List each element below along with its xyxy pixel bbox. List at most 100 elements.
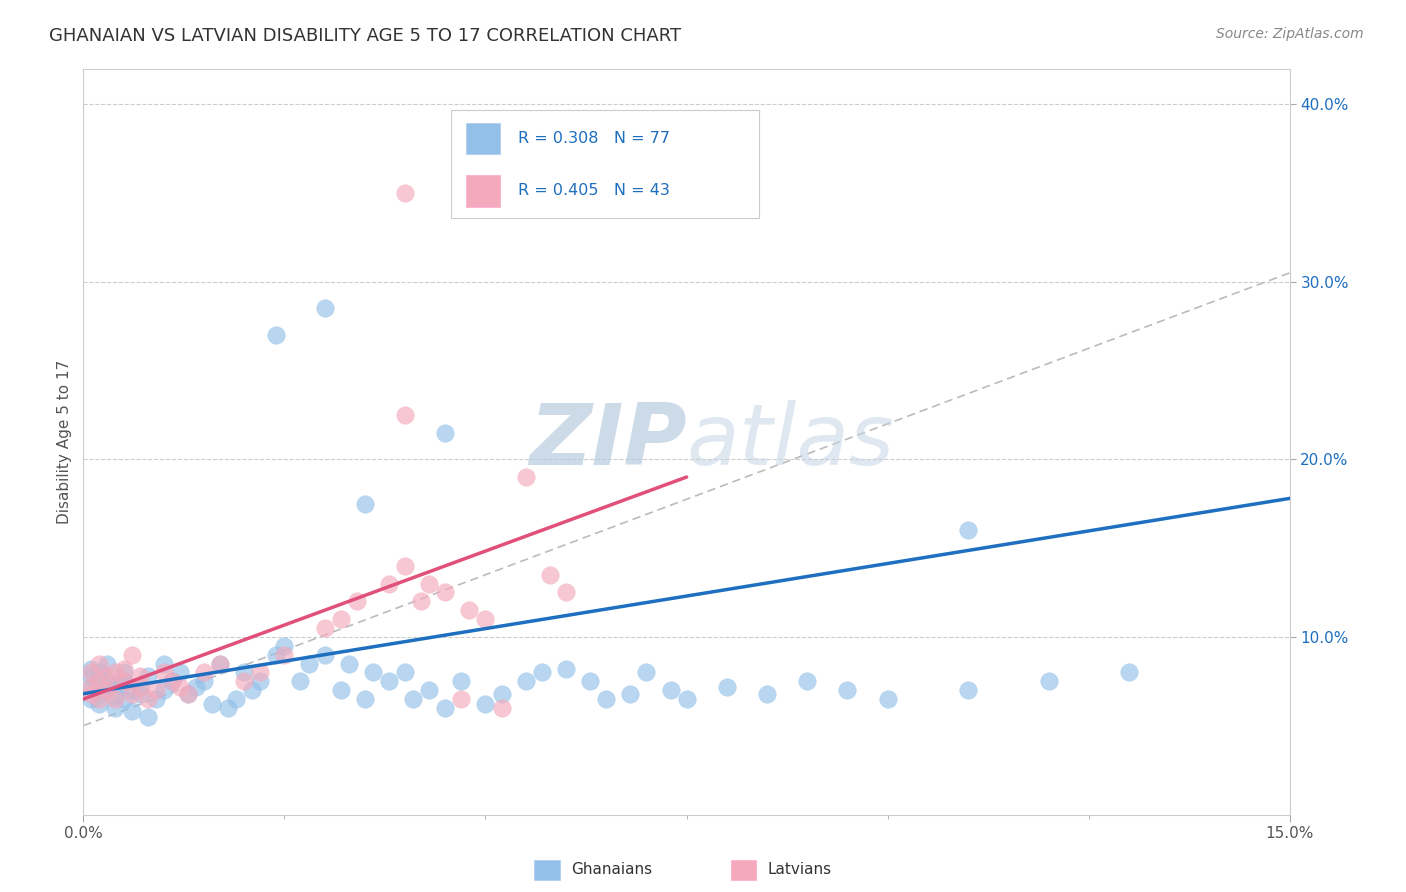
Point — [112, 692, 135, 706]
Point — [491, 687, 513, 701]
Text: R = 0.308   N = 77: R = 0.308 N = 77 — [517, 131, 669, 146]
Point — [184, 680, 207, 694]
Point — [209, 657, 232, 671]
Point — [96, 683, 118, 698]
Point — [104, 678, 127, 692]
Point — [458, 603, 481, 617]
Point — [434, 585, 457, 599]
Point — [555, 585, 578, 599]
Point — [329, 683, 352, 698]
Point — [128, 669, 150, 683]
Point — [80, 669, 103, 683]
Point — [538, 567, 561, 582]
Point — [177, 687, 200, 701]
Point — [136, 710, 159, 724]
Point — [128, 680, 150, 694]
Point — [579, 674, 602, 689]
Point — [273, 648, 295, 662]
Point — [89, 698, 111, 712]
Point — [80, 665, 103, 680]
Point — [80, 662, 103, 676]
Point — [80, 680, 103, 694]
Point — [418, 576, 440, 591]
Point — [353, 692, 375, 706]
Point — [266, 328, 288, 343]
Point — [112, 674, 135, 689]
Text: atlas: atlas — [686, 400, 894, 483]
Point — [675, 692, 697, 706]
Point — [169, 665, 191, 680]
Point — [716, 680, 738, 694]
Point — [193, 674, 215, 689]
Point — [121, 683, 143, 698]
Text: GHANAIAN VS LATVIAN DISABILITY AGE 5 TO 17 CORRELATION CHART: GHANAIAN VS LATVIAN DISABILITY AGE 5 TO … — [49, 27, 682, 45]
Point — [160, 674, 183, 689]
Point — [1118, 665, 1140, 680]
Point — [876, 692, 898, 706]
Point — [152, 683, 174, 698]
Point — [89, 692, 111, 706]
Point — [636, 665, 658, 680]
Point — [89, 674, 111, 689]
Point — [329, 612, 352, 626]
Point — [957, 683, 980, 698]
Point — [112, 674, 135, 689]
Point — [837, 683, 859, 698]
Point — [96, 669, 118, 683]
Point — [80, 692, 103, 706]
Point — [796, 674, 818, 689]
Point — [145, 683, 167, 698]
Point — [337, 657, 360, 671]
Point — [394, 186, 416, 200]
Point — [394, 558, 416, 573]
Point — [128, 680, 150, 694]
Point — [169, 680, 191, 694]
Point — [619, 687, 641, 701]
Point — [756, 687, 779, 701]
Point — [394, 665, 416, 680]
Point — [145, 692, 167, 706]
Point — [555, 662, 578, 676]
Point — [233, 665, 256, 680]
Point — [112, 665, 135, 680]
Point — [201, 698, 224, 712]
Point — [530, 665, 553, 680]
Point — [314, 621, 336, 635]
Point — [249, 674, 271, 689]
Point — [450, 674, 472, 689]
Point — [121, 705, 143, 719]
Point — [104, 692, 127, 706]
Point — [104, 701, 127, 715]
Text: Source: ZipAtlas.com: Source: ZipAtlas.com — [1216, 27, 1364, 41]
Point — [152, 657, 174, 671]
Point — [121, 648, 143, 662]
Text: ZIP: ZIP — [529, 400, 686, 483]
Point — [346, 594, 368, 608]
Point — [314, 301, 336, 316]
Point — [474, 698, 496, 712]
Point — [89, 687, 111, 701]
Bar — [465, 123, 499, 154]
Point — [96, 673, 118, 687]
Point — [378, 674, 401, 689]
Point — [177, 687, 200, 701]
Point — [233, 674, 256, 689]
Point — [418, 683, 440, 698]
Point — [378, 576, 401, 591]
Point — [402, 692, 425, 706]
Point — [193, 665, 215, 680]
FancyBboxPatch shape — [451, 110, 759, 218]
Point — [1038, 674, 1060, 689]
Point — [314, 648, 336, 662]
Point — [160, 674, 183, 689]
Point — [80, 680, 103, 694]
Point — [450, 692, 472, 706]
Point — [104, 665, 127, 680]
Point — [266, 648, 288, 662]
Point — [121, 687, 143, 701]
Point — [353, 497, 375, 511]
Bar — [465, 175, 499, 207]
Point — [96, 683, 118, 698]
Point — [361, 665, 384, 680]
Point — [80, 687, 103, 701]
